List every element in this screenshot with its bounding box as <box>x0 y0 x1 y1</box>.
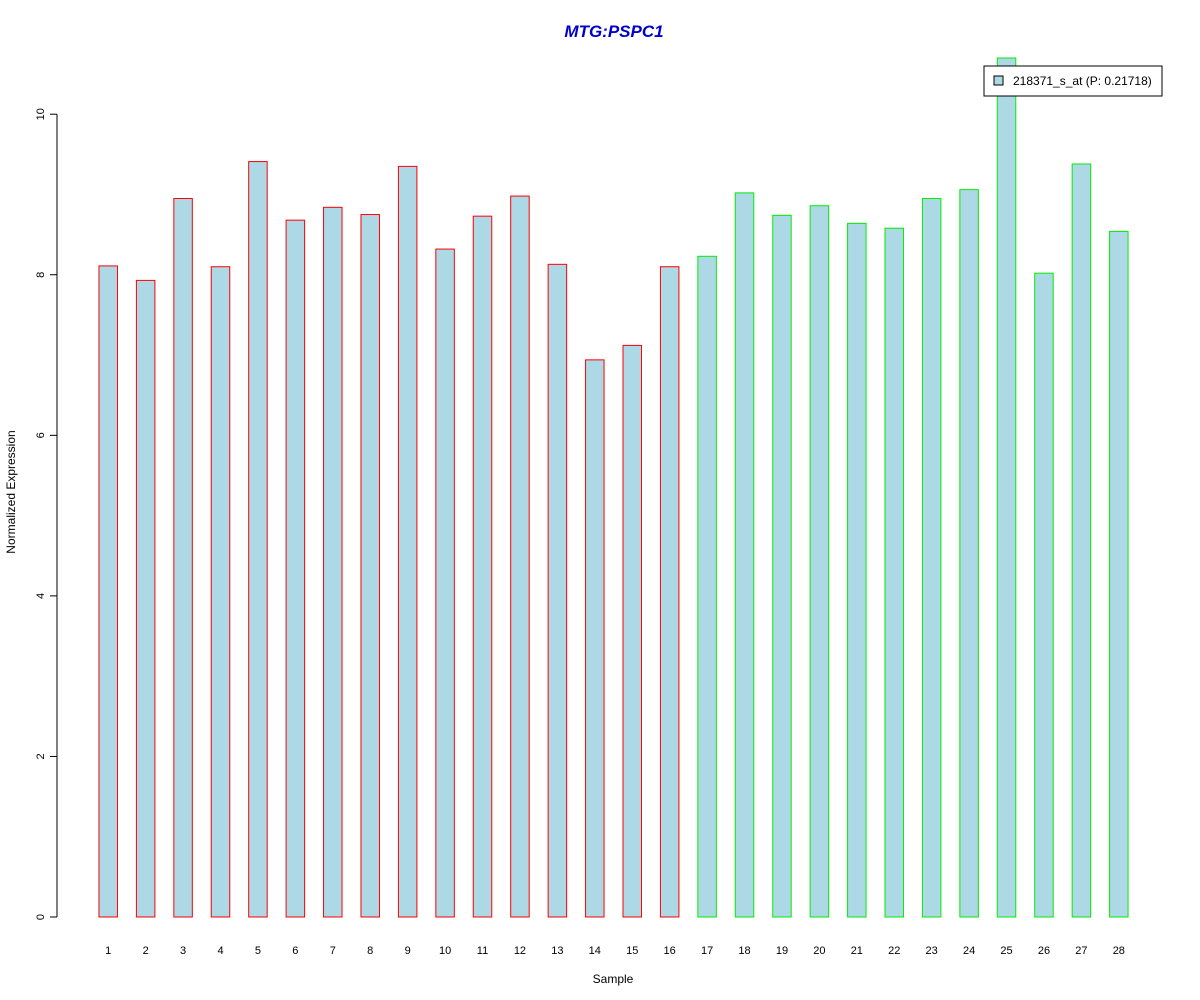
bar <box>510 195 530 918</box>
y-tick-label: 8 <box>35 272 47 278</box>
bar <box>734 192 755 918</box>
x-tick-label: 23 <box>926 945 938 957</box>
bar <box>135 279 156 918</box>
x-tick-label: 10 <box>439 945 451 957</box>
x-tick-label: 12 <box>514 945 526 957</box>
x-tick-label: 19 <box>776 945 788 957</box>
bar <box>1109 230 1129 918</box>
legend-box <box>983 65 1163 97</box>
x-tick-label: 20 <box>813 945 825 957</box>
y-tick-label: 10 <box>35 108 47 120</box>
x-tick-label: 24 <box>963 945 975 957</box>
bar <box>360 214 380 918</box>
y-tick-label: 0 <box>35 914 47 920</box>
y-tick-label: 4 <box>35 593 47 599</box>
x-axis-ticks: 1 2 3 4 5 6 7 8 9 10 11 12 13 14 15 16 17 18 19 20 21 22 23 24 2… <box>105 945 1125 957</box>
chart-title: MTG:PSPC1 <box>564 22 663 41</box>
bar <box>847 222 867 918</box>
x-tick-label: 15 <box>626 945 638 957</box>
bars <box>98 57 1129 918</box>
x-tick-label: 22 <box>888 945 900 957</box>
bar <box>585 359 605 918</box>
y-axis: 0 2 4 6 8 10 <box>35 108 58 920</box>
bar <box>323 206 343 918</box>
x-tick-label: 1 <box>105 945 111 957</box>
y-tick-label: 2 <box>35 753 47 759</box>
bar <box>472 215 493 918</box>
bar <box>809 205 830 918</box>
x-tick-label: 14 <box>589 945 601 957</box>
x-tick-label: 11 <box>477 945 488 957</box>
y-axis-label: Normalized Expression <box>4 430 18 553</box>
bar <box>98 265 118 918</box>
bar <box>435 248 455 918</box>
x-tick-label: 5 <box>255 945 261 957</box>
bar <box>210 266 231 918</box>
x-tick-label: 27 <box>1075 945 1087 957</box>
bar <box>285 219 306 918</box>
x-tick-label: 25 <box>1000 945 1012 957</box>
bar <box>397 165 418 918</box>
x-tick-label: 13 <box>551 945 563 957</box>
bar <box>1071 163 1092 918</box>
x-tick-label: 6 <box>292 945 298 957</box>
bar <box>996 57 1017 918</box>
bar <box>547 263 568 918</box>
x-tick-label: 7 <box>330 945 336 957</box>
x-tick-label: 3 <box>180 945 186 957</box>
x-tick-label: 18 <box>738 945 750 957</box>
legend-swatch <box>993 75 1004 86</box>
x-tick-label: 17 <box>701 945 713 957</box>
x-tick-label: 2 <box>143 945 149 957</box>
x-tick-label: 26 <box>1038 945 1050 957</box>
bar <box>248 161 268 918</box>
legend: 218371_s_at (P: 0.21718) <box>983 65 1163 97</box>
x-tick-label: 8 <box>367 945 373 957</box>
bar <box>772 214 792 918</box>
bar <box>173 197 193 918</box>
bar <box>1034 272 1054 918</box>
bar <box>921 197 942 918</box>
x-tick-label: 21 <box>851 945 863 957</box>
bar <box>622 344 642 918</box>
x-tick-label: 28 <box>1113 945 1125 957</box>
bar <box>697 255 717 918</box>
bar <box>959 189 979 918</box>
bar <box>659 266 680 918</box>
y-tick-label: 6 <box>35 432 47 438</box>
x-tick-label: 4 <box>217 945 223 957</box>
legend-label: 218371_s_at (P: 0.21718) <box>1013 74 1152 88</box>
bar <box>884 227 904 918</box>
x-tick-label: 9 <box>405 945 411 957</box>
x-axis-label: Sample <box>593 972 634 986</box>
x-tick-label: 16 <box>664 945 676 957</box>
